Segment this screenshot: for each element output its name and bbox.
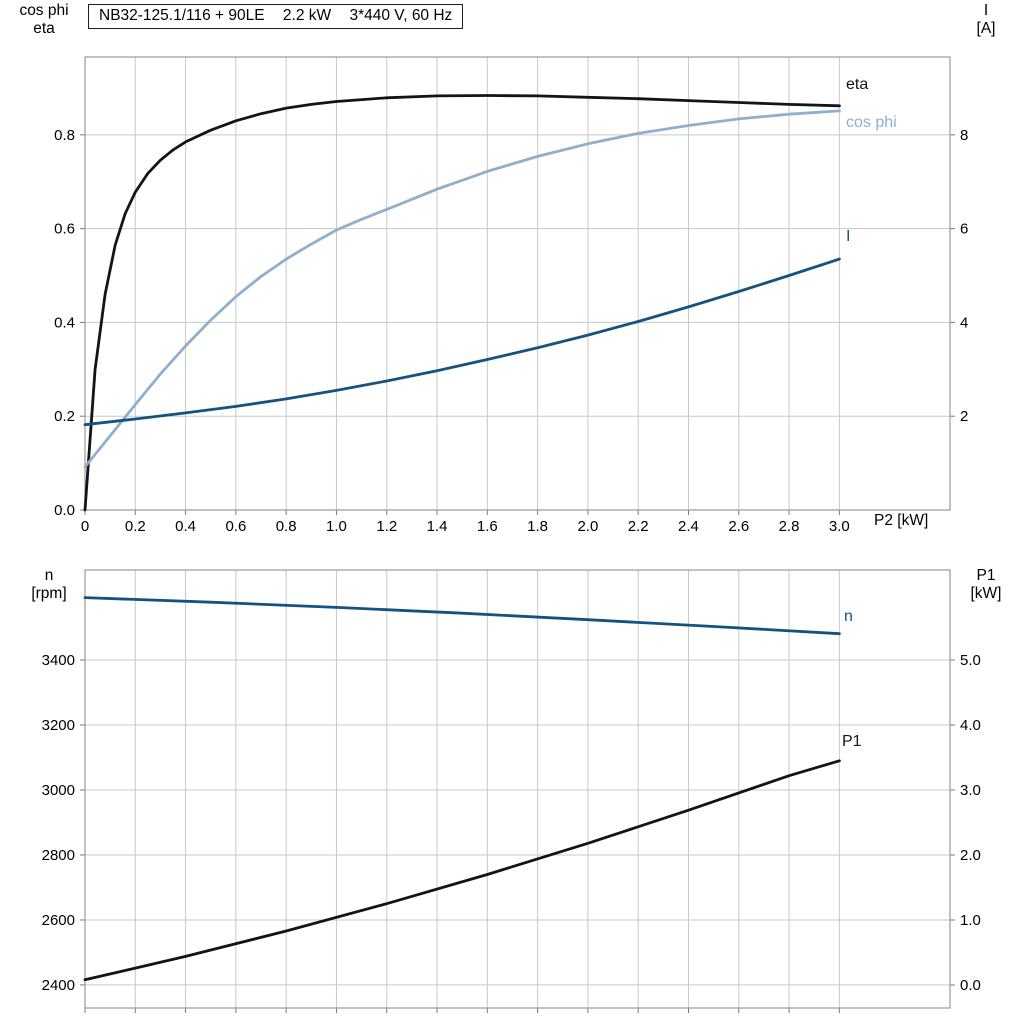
svg-text:1.6: 1.6 xyxy=(477,518,498,535)
svg-text:1.0: 1.0 xyxy=(960,912,981,929)
chart-title-box: NB32-125.1/116 + 90LE 2.2 kW 3*440 V, 60… xyxy=(88,4,464,29)
motor-power-label: 2.2 kW xyxy=(282,7,332,24)
input-power-curve-label: P1 xyxy=(842,733,862,750)
speed-axis-unit: [rpm] xyxy=(31,585,67,602)
svg-text:2.0: 2.0 xyxy=(577,518,598,535)
cos-phi-curve-label: cos phi xyxy=(846,114,897,131)
input-power-axis-label: P1 xyxy=(976,567,996,584)
svg-text:8: 8 xyxy=(960,127,968,144)
svg-text:2: 2 xyxy=(960,408,968,425)
svg-text:3400: 3400 xyxy=(42,652,75,669)
svg-text:1.8: 1.8 xyxy=(527,518,548,535)
svg-text:2400: 2400 xyxy=(42,977,75,994)
svg-text:5.0: 5.0 xyxy=(960,652,981,669)
svg-text:0.0: 0.0 xyxy=(960,977,981,994)
top-chart-left-axis-title: cos phi eta xyxy=(6,2,82,38)
svg-text:1.0: 1.0 xyxy=(326,518,347,535)
svg-text:1.4: 1.4 xyxy=(427,518,448,535)
svg-text:4: 4 xyxy=(960,314,968,331)
current-axis-label: I xyxy=(983,2,989,19)
svg-text:3200: 3200 xyxy=(42,717,75,734)
bottom-chart-right-axis-title: P1 [kW] xyxy=(954,567,1018,603)
x-axis-title: P2 [kW] xyxy=(874,512,929,529)
bottom-chart-left-axis-title: n [rpm] xyxy=(14,567,84,603)
svg-text:0.4: 0.4 xyxy=(175,518,196,535)
svg-text:0.8: 0.8 xyxy=(276,518,297,535)
svg-text:0: 0 xyxy=(81,518,89,535)
svg-text:2.4: 2.4 xyxy=(678,518,699,535)
svg-text:0.2: 0.2 xyxy=(125,518,146,535)
svg-text:3.0: 3.0 xyxy=(960,782,981,799)
svg-text:6: 6 xyxy=(960,221,968,238)
svg-text:0.2: 0.2 xyxy=(54,408,75,425)
current-axis-unit: [A] xyxy=(976,20,996,37)
svg-text:1.2: 1.2 xyxy=(376,518,397,535)
svg-text:2.6: 2.6 xyxy=(728,518,749,535)
pump-model-label: NB32-125.1/116 + 90LE xyxy=(99,7,265,24)
svg-text:2.8: 2.8 xyxy=(779,518,800,535)
eta-curve-label: eta xyxy=(846,76,869,93)
svg-text:2600: 2600 xyxy=(42,912,75,929)
svg-text:2.0: 2.0 xyxy=(960,847,981,864)
cos-phi-axis-label: cos phi xyxy=(19,2,69,19)
speed-curve-label: n xyxy=(844,608,853,625)
svg-text:2.2: 2.2 xyxy=(628,518,649,535)
svg-text:0.6: 0.6 xyxy=(54,221,75,238)
svg-text:3000: 3000 xyxy=(42,782,75,799)
speed-axis-label: n xyxy=(44,567,54,584)
supply-voltage-label: 3*440 V, 60 Hz xyxy=(349,7,453,24)
top-chart-right-axis-title: I [A] xyxy=(956,2,1016,38)
svg-text:3.0: 3.0 xyxy=(829,518,850,535)
svg-text:2800: 2800 xyxy=(42,847,75,864)
current-curve-label: I xyxy=(846,228,851,245)
eta-axis-label: eta xyxy=(33,20,55,37)
svg-text:0.6: 0.6 xyxy=(225,518,246,535)
svg-text:0.8: 0.8 xyxy=(54,127,75,144)
svg-text:0.4: 0.4 xyxy=(54,314,75,331)
svg-text:0.0: 0.0 xyxy=(54,502,75,519)
svg-text:4.0: 4.0 xyxy=(960,717,981,734)
input-power-axis-unit: [kW] xyxy=(970,585,1002,602)
